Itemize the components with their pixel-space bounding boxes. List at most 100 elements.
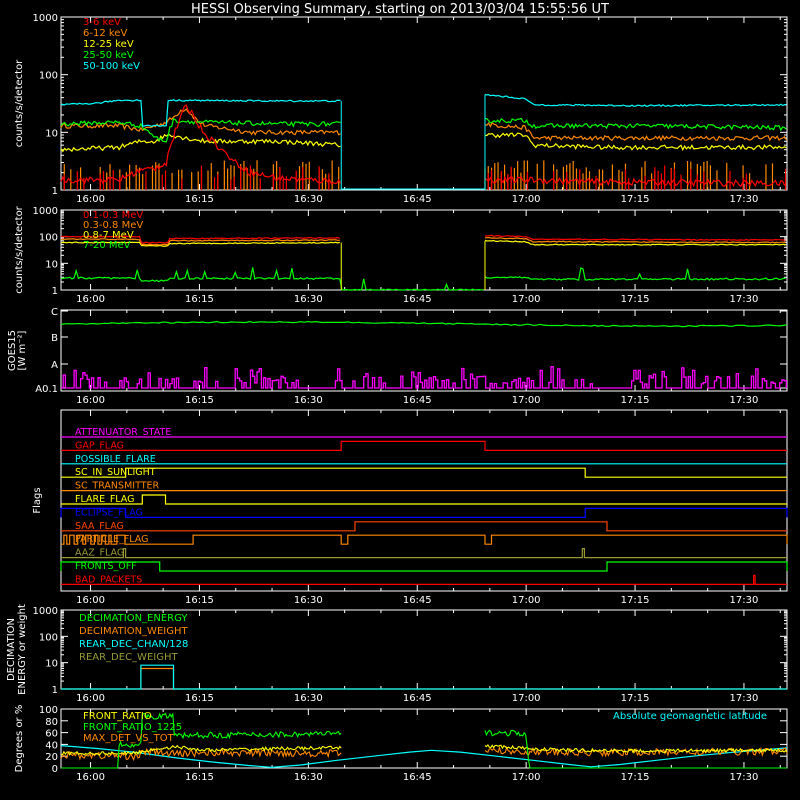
flag-line: [61, 521, 787, 532]
high-energy-rates-time-label: 17:00: [512, 294, 541, 305]
ratios-y-label: 80: [45, 717, 58, 728]
count-rates-time-label: 17:00: [512, 194, 541, 205]
ratios-time-label: 16:45: [403, 772, 432, 783]
flag-label: ECLIPSE_FLAG: [75, 507, 143, 518]
series-3-6-kev: [60, 104, 787, 190]
count-rates-time-label: 17:15: [621, 194, 650, 205]
ratios-y-label: 60: [45, 729, 58, 740]
flag-row-particle-flag: PARTICLE_FLAG: [61, 534, 788, 545]
count-rates-y-label: 100: [39, 71, 58, 82]
flag-row-aaz-flag: AAZ_FLAG: [61, 548, 787, 559]
series-line: [60, 117, 787, 143]
ratios-y-label: 0: [52, 764, 58, 775]
decimation-y-label: 1: [52, 685, 58, 696]
count-rates-y-label: 10: [45, 128, 58, 139]
flag-line: [60, 507, 788, 518]
ratios-ylabel: Degrees or %: [14, 705, 25, 773]
series-7-20-mev: [60, 267, 786, 291]
goes15-time-label: 16:45: [403, 395, 432, 406]
flag-line: [61, 440, 787, 451]
ratios-y-label: 100: [39, 705, 58, 716]
decimation-time-label: 17:00: [512, 693, 541, 704]
decimation-y-label: 100: [39, 632, 58, 643]
count-rates-y-label: 1000: [33, 13, 58, 24]
high-energy-rates-time-label: 17:15: [621, 294, 650, 305]
flag-line: [61, 548, 787, 559]
high-energy-rates-legend-entry: 0.3-0.8 MeV: [83, 220, 143, 231]
flag-line: [61, 574, 787, 585]
ratios-legend-entry: FRONT_RATIO: [83, 711, 152, 722]
flag-label: FLARE_FLAG: [75, 494, 135, 505]
flags-time-label: 17:30: [730, 595, 759, 606]
ratios-time-label: 17:00: [512, 772, 541, 783]
ratios-y-label: 40: [45, 740, 58, 751]
series-line: [60, 745, 788, 769]
ratios-time-label: 17:15: [621, 772, 650, 783]
count-rates-y-label: 1: [52, 186, 58, 197]
goes15-ylabel-units: [W m⁻²]: [17, 330, 28, 370]
series-50-100-kev: [60, 93, 787, 128]
series-line: [60, 745, 788, 762]
ratios-legend-entry: FRONT_RATIO_1225: [83, 722, 182, 733]
ratios-frame: [60, 708, 788, 769]
decimation-y-label: 1000: [33, 606, 58, 617]
count-rates-ylabel: counts/s/detector: [14, 59, 25, 147]
flags-ylabel: Flags: [32, 487, 43, 513]
flag-row-eclipse-flag: ECLIPSE_FLAG: [60, 507, 788, 518]
series-0-3-0-8-mev: [60, 236, 786, 246]
count-rates-frame: [60, 16, 788, 191]
decimation-ylabel-2: ENERGY or weight: [17, 604, 28, 695]
high-energy-rates-time-label: 16:15: [185, 294, 214, 305]
decimation-time-label: 16:45: [403, 693, 432, 704]
high-energy-rates-legend-entry: 7-20 MeV: [83, 240, 131, 251]
flag-row-flare-flag: FLARE_FLAG: [61, 494, 787, 505]
flag-row-gap-flag: GAP_FLAG: [61, 440, 787, 451]
count-rates-time-label: 16:15: [185, 194, 214, 205]
series-line: [61, 366, 787, 389]
flag-line: [61, 494, 787, 505]
high-energy-rates-time-label: 17:30: [730, 294, 759, 305]
series-line: [60, 132, 787, 153]
series-goes-1-8-angstrom: [60, 320, 788, 328]
flag-line: [61, 467, 787, 478]
flags-frame: [60, 409, 788, 592]
goes15-frame: [60, 309, 788, 392]
high-energy-rates-y-label: 1000: [33, 206, 58, 217]
high-energy-rates-ylabel: counts/s/detector: [14, 205, 25, 293]
flag-label: SAA_FLAG: [75, 521, 124, 532]
ratios-time-label: 16:00: [76, 772, 105, 783]
flag-row-possible-flare: POSSIBLE_FLARE: [61, 454, 787, 465]
count-rates-time-label: 16:00: [76, 194, 105, 205]
flags-time-label: 16:30: [294, 595, 323, 606]
flag-row-fronts-off: FRONTS_OFF: [60, 561, 788, 572]
series-line: [60, 239, 786, 247]
series-line: [60, 234, 786, 244]
flag-line: [60, 561, 788, 572]
decimation-legend-entry: DECIMATION_ENERGY: [79, 613, 188, 624]
flag-row-sc-transmitter: SC_TRANSMITTER: [61, 481, 787, 492]
ratios-time-label: 16:30: [294, 772, 323, 783]
ratios-y-label: 20: [45, 752, 58, 763]
flag-label: BAD_PACKETS: [75, 574, 142, 585]
high-energy-rates-y-label: 1: [52, 286, 58, 297]
decimation-legend-entry: REAR_DEC_WEIGHT: [79, 652, 178, 663]
flag-row-sc-in-sunlight: SC_IN_SUNLIGHT: [61, 467, 787, 478]
flags-time-label: 17:15: [621, 595, 650, 606]
goes15-time-label: 16:15: [185, 395, 214, 406]
series-line: [61, 712, 787, 769]
goes15-time-label: 17:00: [512, 395, 541, 406]
flag-line: [61, 534, 788, 545]
goes15-ylabel: GOES15: [7, 330, 18, 371]
count-rates-legend-entry: 3-6 keV: [83, 17, 121, 28]
series-max-det-vs-tot: [60, 745, 788, 762]
flags-time-label: 17:00: [512, 595, 541, 606]
series-goes-0-5-4-angstrom: [61, 366, 787, 389]
flags-time-label: 16:15: [185, 595, 214, 606]
decimation-time-label: 17:30: [730, 693, 759, 704]
decimation-time-label: 16:30: [294, 693, 323, 704]
flag-label: AAZ_FLAG: [75, 548, 124, 559]
count-rates-time-label: 17:30: [730, 194, 759, 205]
high-energy-rates-y-label: 10: [45, 259, 58, 270]
decimation-time-label: 17:15: [621, 693, 650, 704]
